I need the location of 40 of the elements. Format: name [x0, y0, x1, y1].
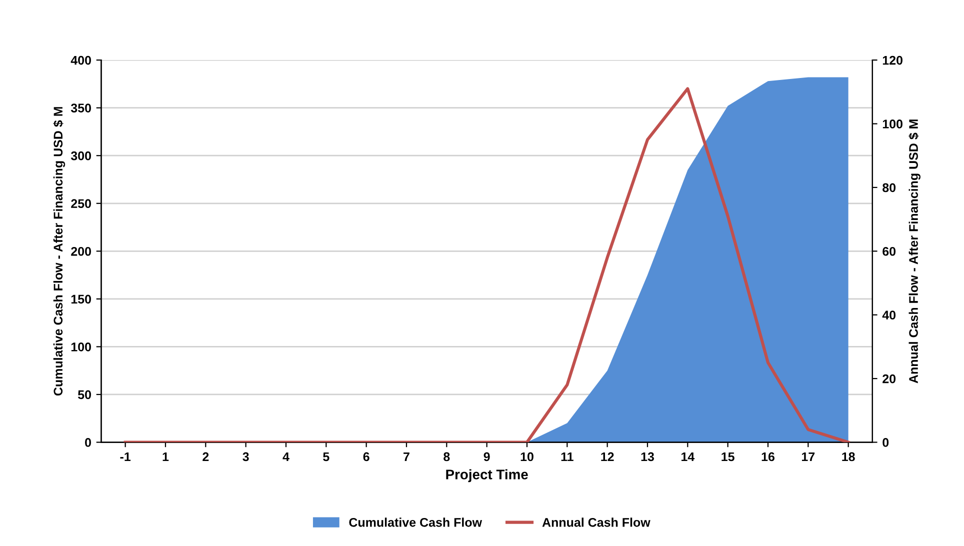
x-tick-label: 2	[202, 452, 209, 462]
x-tick-label: 14	[681, 452, 695, 462]
x-tick-label: 7	[404, 452, 410, 462]
y2-tick-label: 0	[882, 438, 889, 447]
x-tick-label: 11	[561, 452, 574, 462]
y2-axis-title: Annual Cash Flow - After Financing USD $ M	[908, 120, 920, 384]
x-tick-label: 13	[641, 452, 654, 462]
y-axis-title: Cumulative Cash Flow - After Financing USD $ M	[53, 107, 66, 396]
x-tick-label: 18	[842, 452, 855, 462]
y-tick-label: 50	[78, 390, 91, 400]
y-tick-label: 350	[70, 104, 91, 113]
x-axis-title: Project Time	[446, 469, 528, 482]
y-tick-label: 150	[71, 294, 91, 304]
y2-tick-label: 120	[882, 56, 902, 65]
x-tick-label: 4	[282, 452, 290, 462]
x-tick-label: 6	[363, 452, 370, 462]
x-tick-label: 1	[162, 452, 169, 462]
y-tick-label: 250	[71, 199, 91, 208]
x-tick-label: 9	[484, 452, 490, 462]
y-tick-label: 300	[70, 151, 91, 160]
y2-tick-label: 100	[882, 120, 902, 128]
x-tick-label: 10	[520, 452, 534, 462]
y2-tick-label: 80	[882, 183, 896, 192]
x-tick-label: 16	[762, 452, 774, 462]
legend-label: Cumulative Cash Flow	[349, 518, 482, 527]
y2-tick-label: 60	[882, 246, 896, 256]
y2-tick-label: 20	[882, 374, 896, 384]
x-tick-label: 3	[242, 452, 249, 462]
x-tick-label: 17	[802, 452, 815, 462]
x-tick-label: 12	[601, 452, 614, 462]
x-tick-label: 8	[444, 452, 450, 462]
y2-tick-label: 40	[882, 310, 896, 320]
legend-label: Annual Cash Flow	[542, 518, 650, 527]
y-tick-label: 400	[70, 56, 91, 65]
y-tick-label: 100	[71, 342, 91, 352]
y-tick-label: 0	[85, 438, 91, 447]
x-tick-label: 15	[722, 452, 734, 462]
x-tick-label: -1	[120, 452, 131, 462]
y-tick-label: 200	[71, 246, 91, 256]
x-tick-label: 5	[323, 452, 330, 462]
